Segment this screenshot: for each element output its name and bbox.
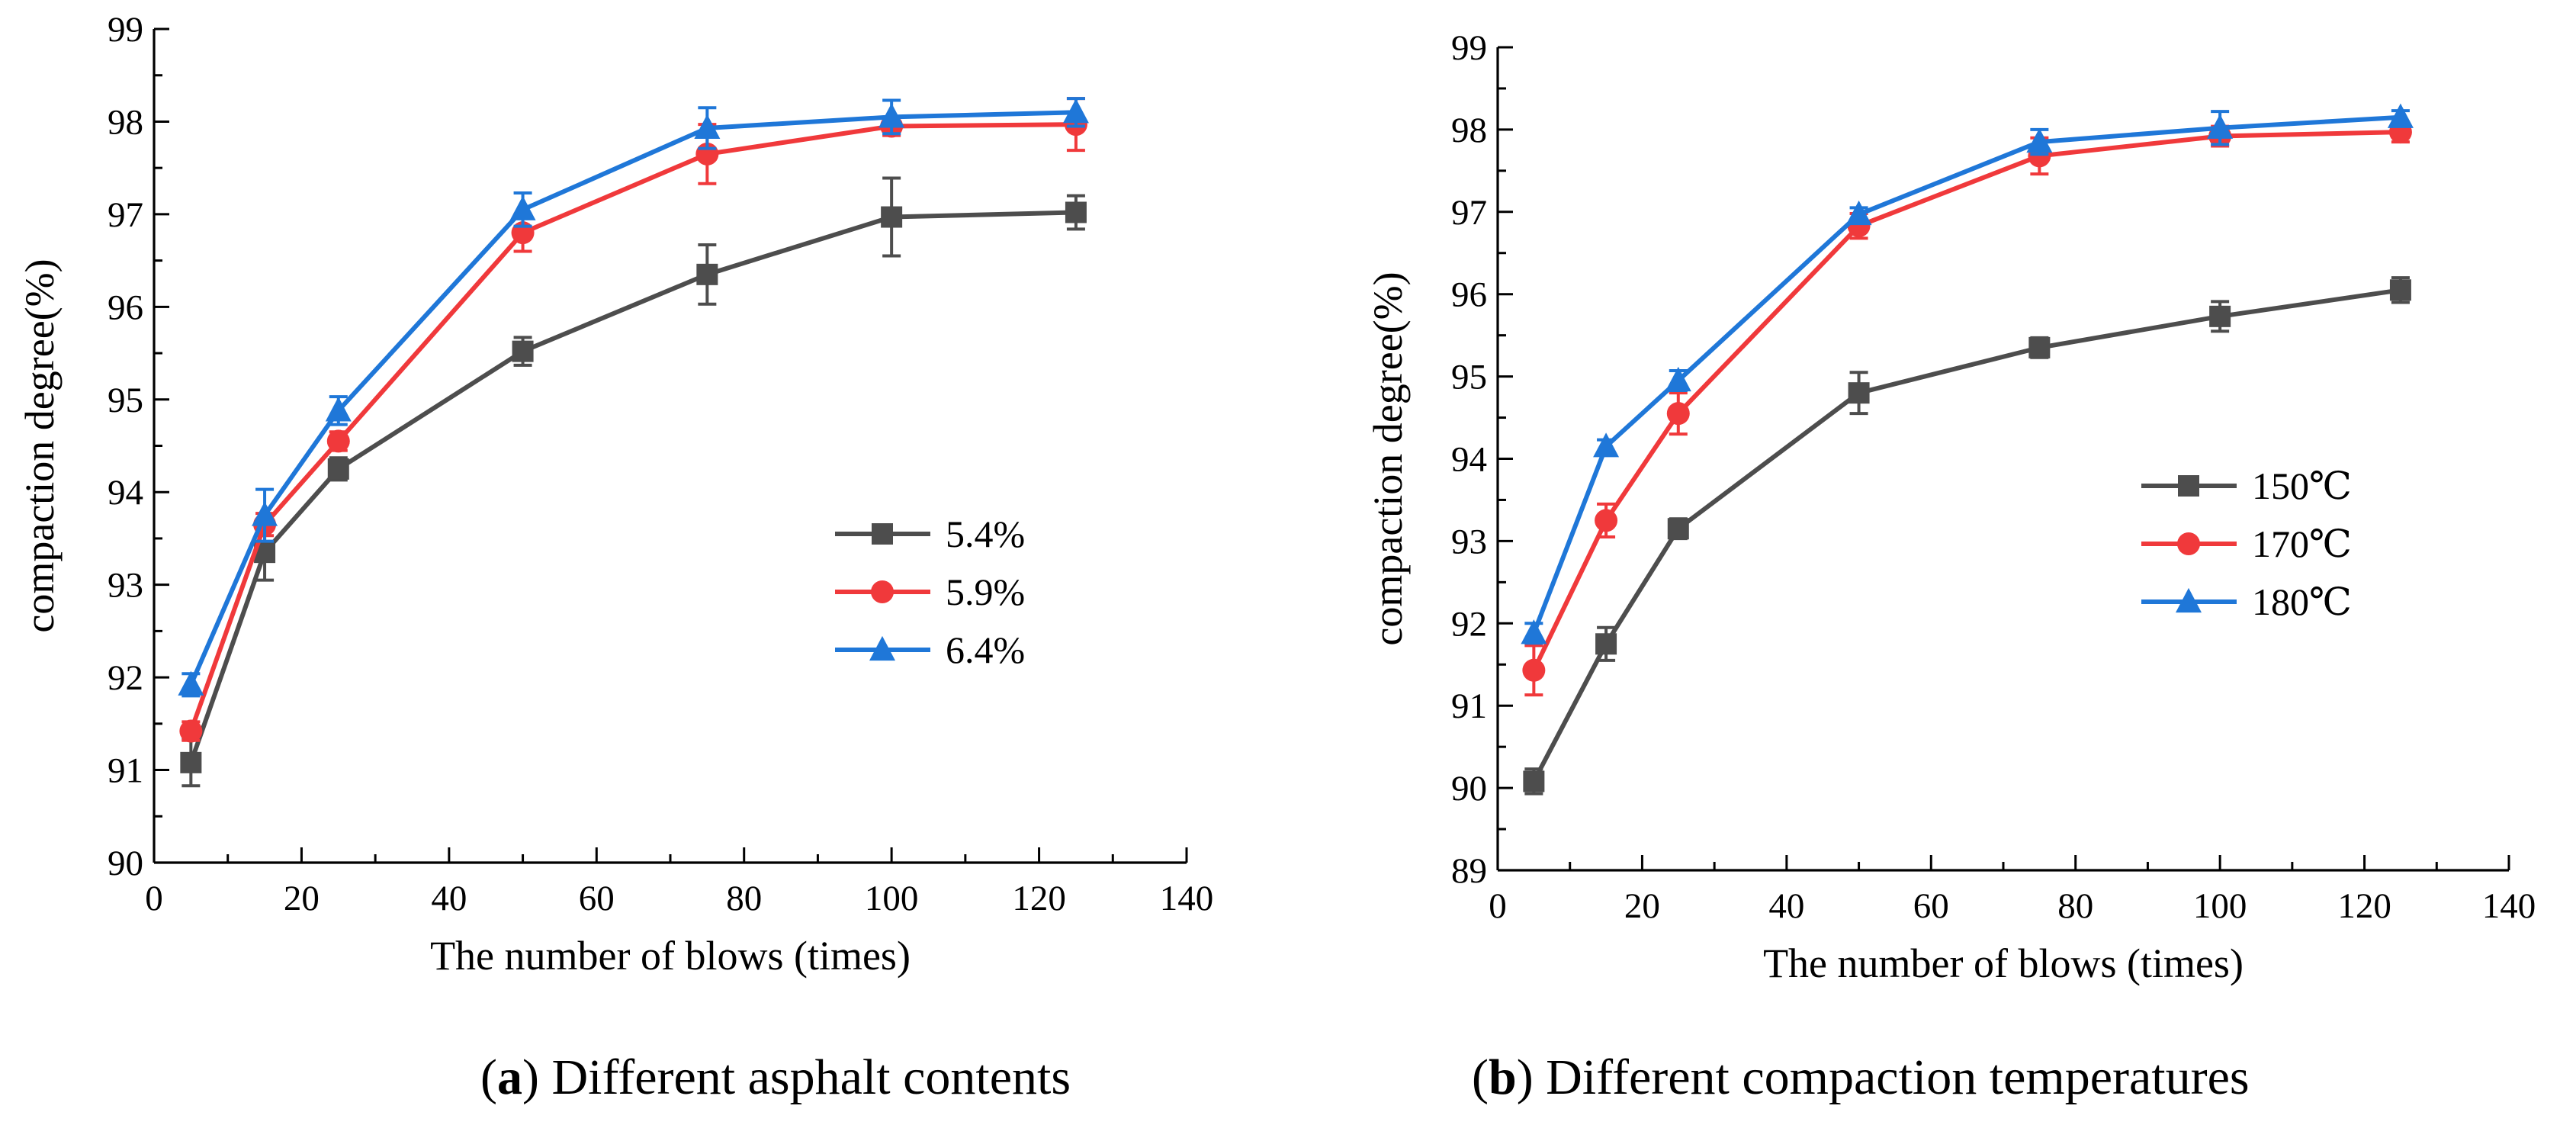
legend-label: 5.4%: [946, 513, 1025, 555]
legend-label: 6.4%: [946, 628, 1025, 671]
chart-panel-b: 0 20 40 60 80 100 120 140 89 90 91 92 93 94 95 96 97 98 99…: [1365, 28, 2536, 1105]
y-tick-label: 92: [1451, 604, 1487, 644]
series-3: [1521, 103, 2414, 645]
legend-marker: [2177, 532, 2200, 555]
y-tick-label: 99: [1451, 28, 1487, 68]
y-tick-label: 94: [108, 473, 143, 513]
legend-marker: [871, 580, 894, 603]
legend-label: 170℃: [2252, 522, 2352, 565]
y-tick-label: 95: [108, 381, 143, 420]
y-tick-label: 90: [108, 844, 143, 883]
y-tick-label: 91: [1451, 686, 1487, 726]
x-tick-label: 20: [284, 879, 320, 918]
x-axis-title: The number of blows (times): [430, 933, 911, 979]
data-point: [1845, 200, 1872, 226]
chart-panel-a: 0 20 40 60 80 100 120 140 90 91 92 93 94 95 96 97 98 99 Th…: [17, 10, 1213, 1105]
data-point: [1593, 432, 1620, 458]
y-tick-label: 97: [108, 195, 143, 235]
data-point: [1595, 633, 1617, 655]
legend-label: 5.9%: [946, 571, 1025, 613]
data-point: [696, 263, 718, 285]
data-point: [2387, 103, 2414, 128]
data-point: [179, 719, 203, 743]
panel-caption: (a) Different asphalt contents: [480, 1049, 1071, 1105]
legend-marker: [2176, 587, 2202, 613]
y-tick-label: 97: [1451, 193, 1487, 233]
x-tick-label: 40: [431, 879, 467, 918]
y-tick-label: 91: [108, 751, 143, 791]
y-tick-label: 96: [108, 288, 143, 327]
series-3: [178, 97, 1089, 698]
y-tick-label: 95: [1451, 358, 1487, 397]
data-point: [1848, 382, 1870, 404]
data-point: [2028, 336, 2051, 358]
data-point: [325, 397, 352, 422]
data-point: [180, 751, 202, 773]
data-point: [1062, 98, 1089, 124]
y-axis-title: compaction degree(%): [1365, 272, 1411, 645]
x-tick-label: 0: [1489, 886, 1507, 926]
y-tick-label: 98: [108, 102, 143, 142]
y-tick-label: 89: [1451, 851, 1487, 891]
data-point: [1595, 509, 1618, 532]
y-tick-label: 93: [1451, 522, 1487, 561]
y-tick-label: 98: [1451, 111, 1487, 150]
data-point: [694, 114, 721, 140]
data-point: [1666, 402, 1690, 426]
data-point: [1665, 366, 1691, 392]
data-point: [1521, 619, 1547, 644]
y-tick-label: 93: [108, 566, 143, 606]
series-line: [188, 110, 1077, 686]
data-point: [2389, 279, 2411, 301]
legend-label: 180℃: [2252, 580, 2352, 623]
legend: 5.4% 5.9% 6.4%: [835, 513, 1025, 671]
y-axis-title: compaction degree(%): [17, 259, 63, 632]
series-line: [188, 210, 1077, 763]
x-tick-label: 80: [726, 879, 762, 918]
x-tick-label: 60: [579, 879, 615, 918]
x-tick-label: 140: [1160, 879, 1214, 918]
y-tick-label: 94: [1451, 440, 1487, 480]
data-point: [1065, 201, 1087, 223]
x-tick-label: 20: [1624, 886, 1660, 926]
series-1: [1523, 276, 2411, 796]
y-tick-label: 92: [108, 658, 143, 698]
x-tick-label: 0: [145, 879, 163, 918]
y-tick-label: 96: [1451, 275, 1487, 315]
x-tick-label: 140: [2482, 886, 2536, 926]
x-tick-label: 120: [1012, 879, 1066, 918]
x-tick-label: 80: [2057, 886, 2093, 926]
data-point: [2207, 114, 2234, 139]
legend-label: 150℃: [2252, 464, 2352, 507]
y-tick-label: 90: [1451, 769, 1487, 808]
legend-marker: [872, 523, 893, 545]
x-tick-label: 100: [2193, 886, 2247, 926]
data-point: [178, 670, 204, 696]
legend-marker: [2178, 475, 2199, 497]
x-axis-title: The number of blows (times): [1763, 940, 2244, 986]
x-tick-label: 60: [1913, 886, 1949, 926]
data-point: [881, 206, 903, 228]
legend-marker: [869, 635, 895, 661]
data-point: [878, 103, 905, 128]
data-point: [1667, 518, 1689, 540]
y-tick-label: 99: [108, 10, 143, 50]
data-point: [2026, 127, 2053, 153]
series-1: [180, 176, 1087, 788]
data-point: [509, 195, 536, 220]
data-point: [326, 429, 350, 453]
data-point: [327, 458, 349, 480]
data-point: [512, 340, 534, 362]
panel-caption: (b) Different compaction temperatures: [1472, 1049, 2250, 1105]
x-tick-label: 100: [865, 879, 919, 918]
data-point: [2209, 305, 2231, 327]
x-tick-label: 40: [1768, 886, 1804, 926]
x-tick-label: 120: [2337, 886, 2391, 926]
data-point: [252, 501, 278, 526]
legend: 150℃ 170℃ 180℃: [2141, 464, 2352, 623]
data-point: [1523, 770, 1545, 792]
data-point: [1522, 658, 1546, 682]
